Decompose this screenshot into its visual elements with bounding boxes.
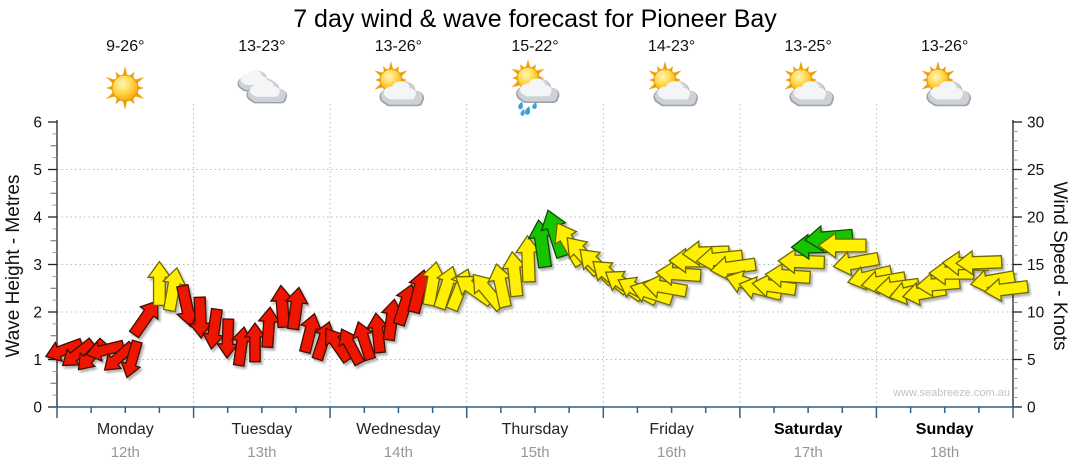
x-date-14th: 14th — [383, 444, 413, 461]
bottom-axis — [55, 406, 1017, 418]
x-date-12th: 12th — [110, 444, 140, 461]
weather-clouds-icon — [237, 70, 288, 104]
weather-sun-cloud-icon — [374, 61, 425, 107]
wind-arrow — [85, 339, 126, 363]
day-header-monday: 9-26° — [57, 38, 194, 116]
weather-sun-cloud-rain-icon — [511, 60, 560, 116]
x-date-15th: 15th — [520, 444, 550, 461]
svg-text:15: 15 — [1027, 257, 1044, 274]
page-title: 7 day wind & wave forecast for Pioneer B… — [293, 5, 777, 33]
svg-text:20: 20 — [1027, 210, 1045, 227]
x-date-13th: 13th — [247, 444, 277, 461]
svg-text:4: 4 — [33, 210, 42, 227]
x-label-wednesday: Wednesday — [356, 421, 441, 438]
wind-arrow — [764, 262, 812, 289]
svg-text:5: 5 — [33, 162, 42, 179]
wind-arrow — [128, 300, 159, 339]
weather-sun-cloud-icon — [784, 61, 835, 107]
weather-sun-cloud-icon — [921, 61, 971, 107]
svg-text:10: 10 — [1027, 305, 1045, 322]
weather-sun-cloud-icon — [648, 61, 698, 107]
wind-arrow — [983, 277, 1030, 303]
weather-sun-icon — [106, 66, 145, 110]
x-label-friday: Friday — [649, 421, 694, 438]
wind-arrow — [120, 339, 143, 379]
wind-arrow — [817, 231, 867, 260]
svg-text:25: 25 — [1027, 162, 1044, 179]
temperature-range: 13-23° — [238, 38, 286, 55]
x-date-18th: 18th — [930, 444, 960, 461]
svg-text:1: 1 — [33, 352, 42, 369]
wind-arrow — [351, 320, 377, 362]
day-header-tuesday: 13-23° — [194, 38, 331, 116]
wind-arrow — [955, 249, 1003, 276]
wind-arrow — [284, 286, 309, 331]
svg-text:30: 30 — [1027, 115, 1045, 132]
day-header-thursday: 15-22° — [467, 38, 604, 116]
x-label-saturday: Saturday — [773, 421, 843, 438]
svg-text:0: 0 — [33, 400, 42, 417]
day-header-friday: 14-23° — [603, 38, 740, 116]
svg-text:3: 3 — [33, 257, 42, 274]
watermark: www.seabreeze.com.au — [893, 387, 1010, 399]
wind-arrows — [44, 209, 1030, 379]
x-label-monday: Monday — [96, 421, 154, 438]
temperature-range: 9-26° — [106, 38, 145, 55]
temperature-range: 15-22° — [511, 38, 559, 55]
svg-text:2: 2 — [33, 305, 42, 322]
x-label-tuesday: Tuesday — [231, 421, 293, 438]
temperature-range: 13-26° — [374, 38, 423, 55]
x-label-sunday: Sunday — [915, 421, 974, 438]
temperature-range: 13-25° — [784, 38, 832, 55]
wind-arrow — [540, 209, 570, 260]
axis-tick-labels: 0 1 2 3 4 5 6 0 5 10 15 20 25 30 — [33, 115, 1044, 417]
svg-text:0: 0 — [1027, 400, 1036, 417]
svg-text:6: 6 — [33, 115, 42, 132]
day-header-saturday: 13-25° — [740, 38, 877, 116]
day-header-sunday: 13-26° — [876, 38, 1013, 116]
x-label-thursday: Thursday — [501, 421, 569, 438]
x-date-17th: 17th — [793, 444, 823, 461]
temperature-range: 14-23° — [647, 38, 696, 55]
svg-text:5: 5 — [1027, 352, 1036, 369]
wind-arrow — [832, 250, 881, 277]
x-date-16th: 16th — [656, 444, 687, 461]
day-header-wednesday: 13-26° — [330, 38, 467, 116]
temperature-range: 13-26° — [921, 38, 969, 55]
